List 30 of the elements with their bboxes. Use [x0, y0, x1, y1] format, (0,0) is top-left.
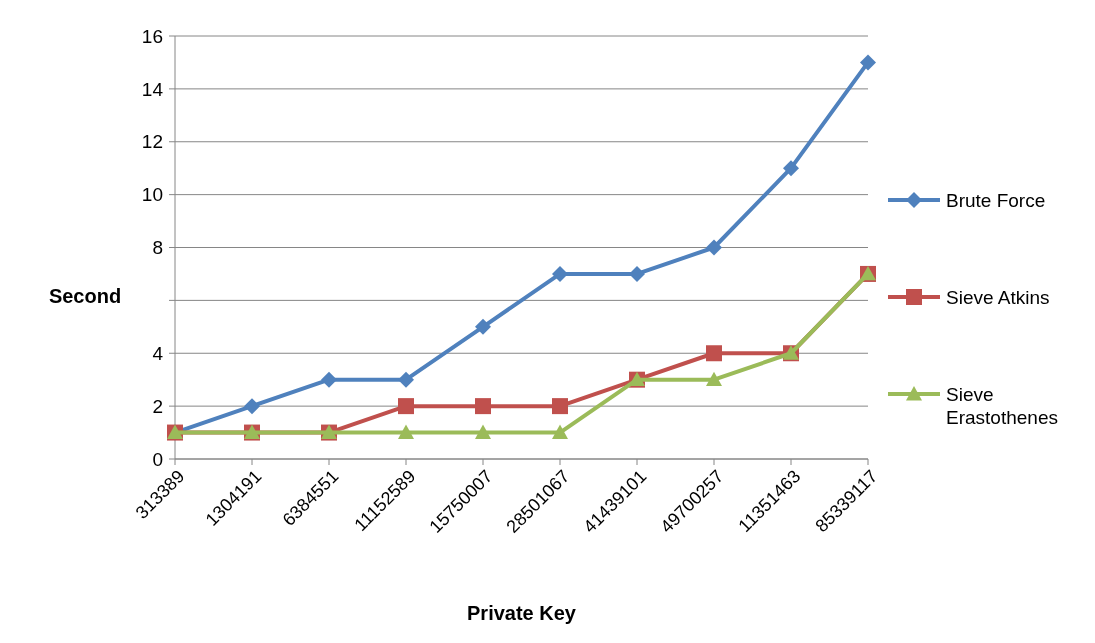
y-tick-label: 4 — [152, 342, 164, 364]
legend-label: Sieve Erastothenes — [946, 383, 1058, 429]
point — [552, 424, 568, 439]
point — [552, 398, 568, 415]
y-tick-label: 12 — [141, 131, 163, 153]
point — [860, 54, 876, 71]
point — [475, 424, 491, 439]
x-axis-title: Private Key — [467, 602, 577, 624]
point — [475, 318, 491, 335]
point — [552, 265, 568, 282]
point — [783, 160, 799, 177]
y-tick-label: 16 — [141, 25, 163, 47]
y-tick-label: 14 — [141, 78, 164, 100]
y-axis-title: Second — [48, 285, 122, 307]
point — [475, 398, 491, 415]
legend-label: Sieve Atkins — [946, 286, 1050, 308]
point — [706, 371, 722, 387]
point — [706, 345, 722, 362]
y-tick-label: 10 — [141, 184, 163, 206]
y-tick-label: 8 — [152, 237, 163, 259]
point — [398, 424, 414, 439]
y-tick-label: 2 — [152, 395, 163, 417]
point — [398, 398, 414, 415]
legend-label: Brute Force — [946, 189, 1046, 211]
y-tick-label: 0 — [152, 448, 163, 470]
point — [321, 371, 337, 388]
point — [398, 371, 414, 388]
point — [706, 239, 722, 256]
point — [629, 265, 645, 282]
point — [244, 398, 260, 415]
